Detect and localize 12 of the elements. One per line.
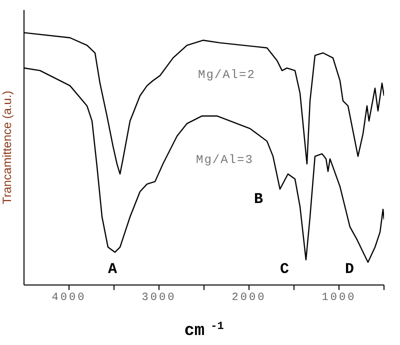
x-axis-title: cm$^{-1}$ (184, 321, 224, 341)
annotation: A (108, 261, 118, 278)
y-axis-title: Trancamittence (a.u.) (0, 90, 14, 204)
x-tick-label: 2000 (232, 292, 266, 304)
annotation: B (254, 191, 264, 208)
x-tick-label: 4000 (52, 292, 86, 304)
series-label: Mg/Al=2 (198, 68, 256, 82)
annotation: C (280, 261, 290, 278)
series-label: Mg/Al=3 (196, 153, 254, 167)
annotation: D (345, 261, 354, 278)
x-tick-label: 3000 (142, 292, 176, 304)
x-tick-label: 1000 (322, 292, 356, 304)
